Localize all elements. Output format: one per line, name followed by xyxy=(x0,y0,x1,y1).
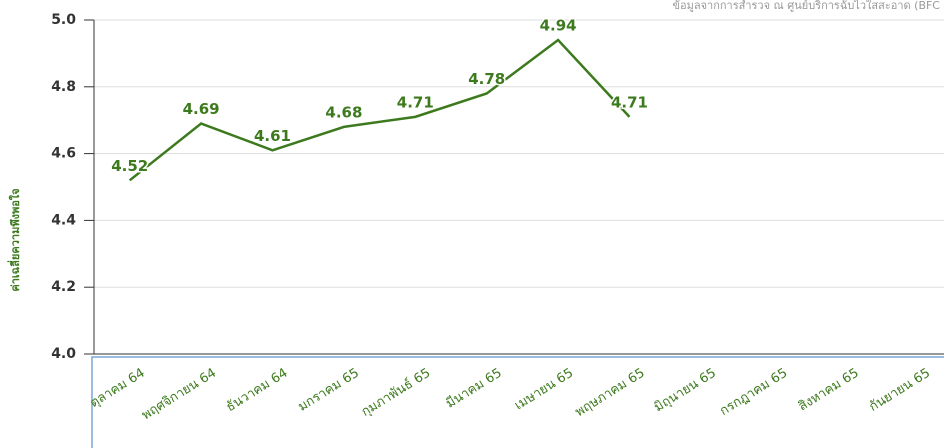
y-tick-label: 5.0 xyxy=(51,12,76,28)
x-tick-label: มิถุนายน 65 xyxy=(652,366,719,416)
x-tick-label: กันยายน 65 xyxy=(867,366,933,415)
x-tick-label: มกราคม 65 xyxy=(296,366,362,415)
y-axis-label: ค่าเฉลี่ยความพึงพอใจ xyxy=(7,188,22,291)
x-tick-label: มีนาคม 65 xyxy=(443,365,505,412)
data-label: 4.71 xyxy=(397,93,434,111)
x-tick-label: ตุลาคม 64 xyxy=(87,366,147,411)
chart-subtitle: ข้อมูลจากการสำรวจ ณ ศูนย์บริการฉับไวใสสะ… xyxy=(672,0,940,12)
y-tick-label: 4.2 xyxy=(51,279,76,295)
data-label: 4.68 xyxy=(325,103,362,121)
data-label: 4.61 xyxy=(254,127,291,145)
y-tick-label: 4.8 xyxy=(51,79,76,95)
x-tick-label: กุมภาพันธ์ 65 xyxy=(358,365,433,420)
data-label: 4.94 xyxy=(540,17,577,35)
data-label: 4.78 xyxy=(468,70,505,88)
x-tick-label: พฤษภาคม 65 xyxy=(573,366,648,420)
x-tick-label: ธันวาคม 64 xyxy=(224,366,291,415)
data-label: 4.69 xyxy=(183,100,220,118)
data-label: 4.71 xyxy=(611,93,648,111)
x-tick-label: เมษายน 65 xyxy=(512,366,576,414)
x-tick-label: พฤศจิกายน 64 xyxy=(139,366,219,424)
y-tick-label: 4.6 xyxy=(51,146,76,162)
x-tick-label: กรกฎาคม 65 xyxy=(717,366,790,419)
y-tick-label: 4.0 xyxy=(51,346,76,362)
line xyxy=(128,38,631,182)
y-tick-label: 4.4 xyxy=(51,212,76,228)
data-label: 4.52 xyxy=(111,157,148,175)
selection-box xyxy=(91,356,944,448)
x-tick-label: สิงหาคม 65 xyxy=(796,366,862,415)
